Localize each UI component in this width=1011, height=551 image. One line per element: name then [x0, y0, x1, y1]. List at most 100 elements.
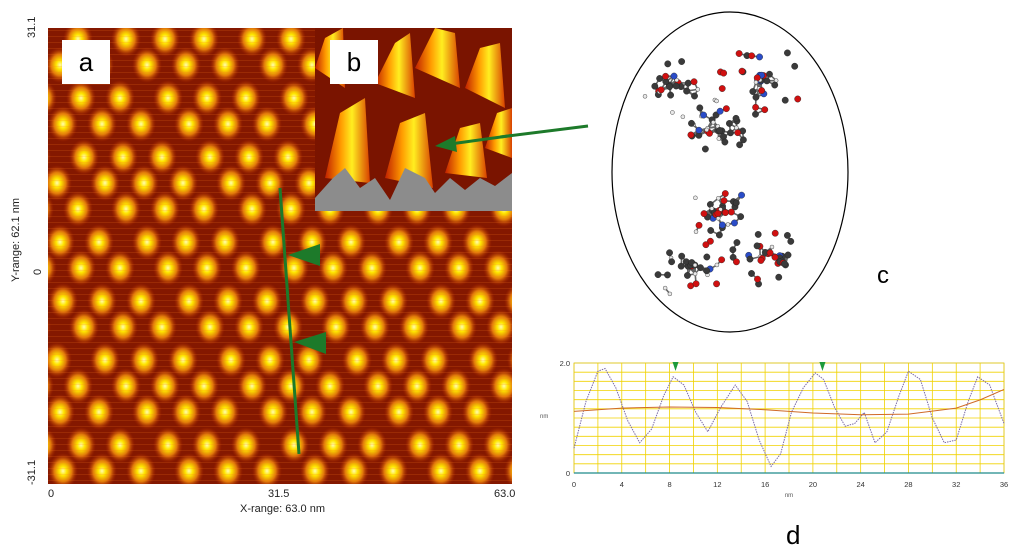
atom	[723, 105, 729, 111]
pointer-arrow-line	[500, 110, 595, 150]
atom	[696, 127, 702, 133]
atom	[666, 83, 672, 89]
y-tick-label: 2.0	[560, 359, 570, 368]
atom	[739, 68, 745, 74]
atom	[665, 61, 671, 67]
atom	[668, 292, 672, 296]
atom	[711, 120, 715, 124]
atom	[688, 120, 694, 126]
atom	[755, 231, 761, 237]
atom	[734, 239, 740, 245]
atom	[752, 111, 758, 117]
atom	[772, 82, 778, 88]
atom	[752, 104, 758, 110]
atom	[722, 209, 728, 215]
atom	[688, 132, 694, 138]
atom	[770, 245, 774, 249]
atom	[693, 281, 699, 287]
atom	[701, 210, 707, 216]
atom	[758, 257, 764, 263]
atom	[671, 73, 677, 79]
atom	[721, 197, 727, 203]
atom	[792, 63, 798, 69]
y-tick-bottom: -31.1	[26, 460, 38, 485]
atom	[717, 108, 723, 114]
atom	[685, 80, 691, 86]
atom	[719, 222, 725, 228]
atom	[722, 139, 728, 145]
y-tick-label: 0	[566, 469, 570, 478]
atom	[670, 110, 674, 114]
atom	[767, 250, 773, 256]
atom	[715, 99, 719, 103]
atom	[727, 130, 733, 136]
atom	[735, 129, 741, 135]
atom	[668, 259, 674, 265]
atom	[728, 209, 734, 215]
atom	[702, 146, 708, 152]
atom	[748, 270, 754, 276]
atom	[756, 54, 762, 60]
y-axis-label: Y-range: 62.1 nm	[10, 198, 22, 282]
atom	[700, 112, 706, 118]
atom	[716, 196, 720, 200]
atom	[762, 106, 768, 112]
atom	[754, 243, 760, 249]
atom	[715, 210, 721, 216]
atom	[655, 271, 661, 277]
atom	[716, 216, 720, 220]
atom	[710, 206, 714, 210]
x-tick-label: 4	[620, 480, 624, 489]
atom	[713, 281, 719, 287]
atom	[678, 58, 684, 64]
atom	[681, 115, 685, 119]
atom	[784, 50, 790, 56]
atom	[703, 241, 709, 247]
atom	[754, 80, 758, 84]
x-tick-label: 8	[667, 480, 671, 489]
atom	[754, 276, 760, 282]
molecule-ellipse	[612, 12, 848, 332]
x-tick-label: 12	[713, 480, 721, 489]
atom	[781, 261, 787, 267]
atom	[718, 257, 724, 263]
x-tick-label: 32	[952, 480, 960, 489]
atom	[766, 71, 772, 77]
x-tick-label: 28	[904, 480, 912, 489]
atom	[785, 252, 791, 258]
x-tick-label: 36	[1000, 480, 1008, 489]
atom	[673, 83, 679, 89]
atom	[683, 88, 689, 94]
atom	[737, 213, 743, 219]
atom	[694, 230, 698, 234]
x-tick-label: 20	[809, 480, 817, 489]
atom	[772, 230, 778, 236]
atom	[788, 238, 794, 244]
atom	[697, 105, 703, 111]
atom	[750, 88, 756, 94]
atom	[703, 268, 709, 274]
atom	[693, 196, 697, 200]
atom	[691, 93, 697, 99]
atom	[730, 247, 736, 253]
atom	[736, 50, 742, 56]
atom	[758, 87, 764, 93]
atom	[720, 70, 726, 76]
atom	[738, 192, 744, 198]
atom	[733, 200, 739, 206]
atom	[643, 94, 647, 98]
x-tick-0: 0	[48, 488, 54, 500]
atom	[662, 73, 668, 79]
panel-label-d: d	[786, 520, 800, 551]
x-axis-label: nm	[785, 493, 793, 499]
atom	[726, 120, 732, 126]
atom	[782, 97, 788, 103]
x-tick-label: 0	[572, 480, 576, 489]
atom	[748, 53, 754, 59]
atom	[666, 250, 672, 256]
atom	[747, 256, 753, 262]
atom	[693, 272, 697, 276]
atom	[678, 263, 684, 269]
